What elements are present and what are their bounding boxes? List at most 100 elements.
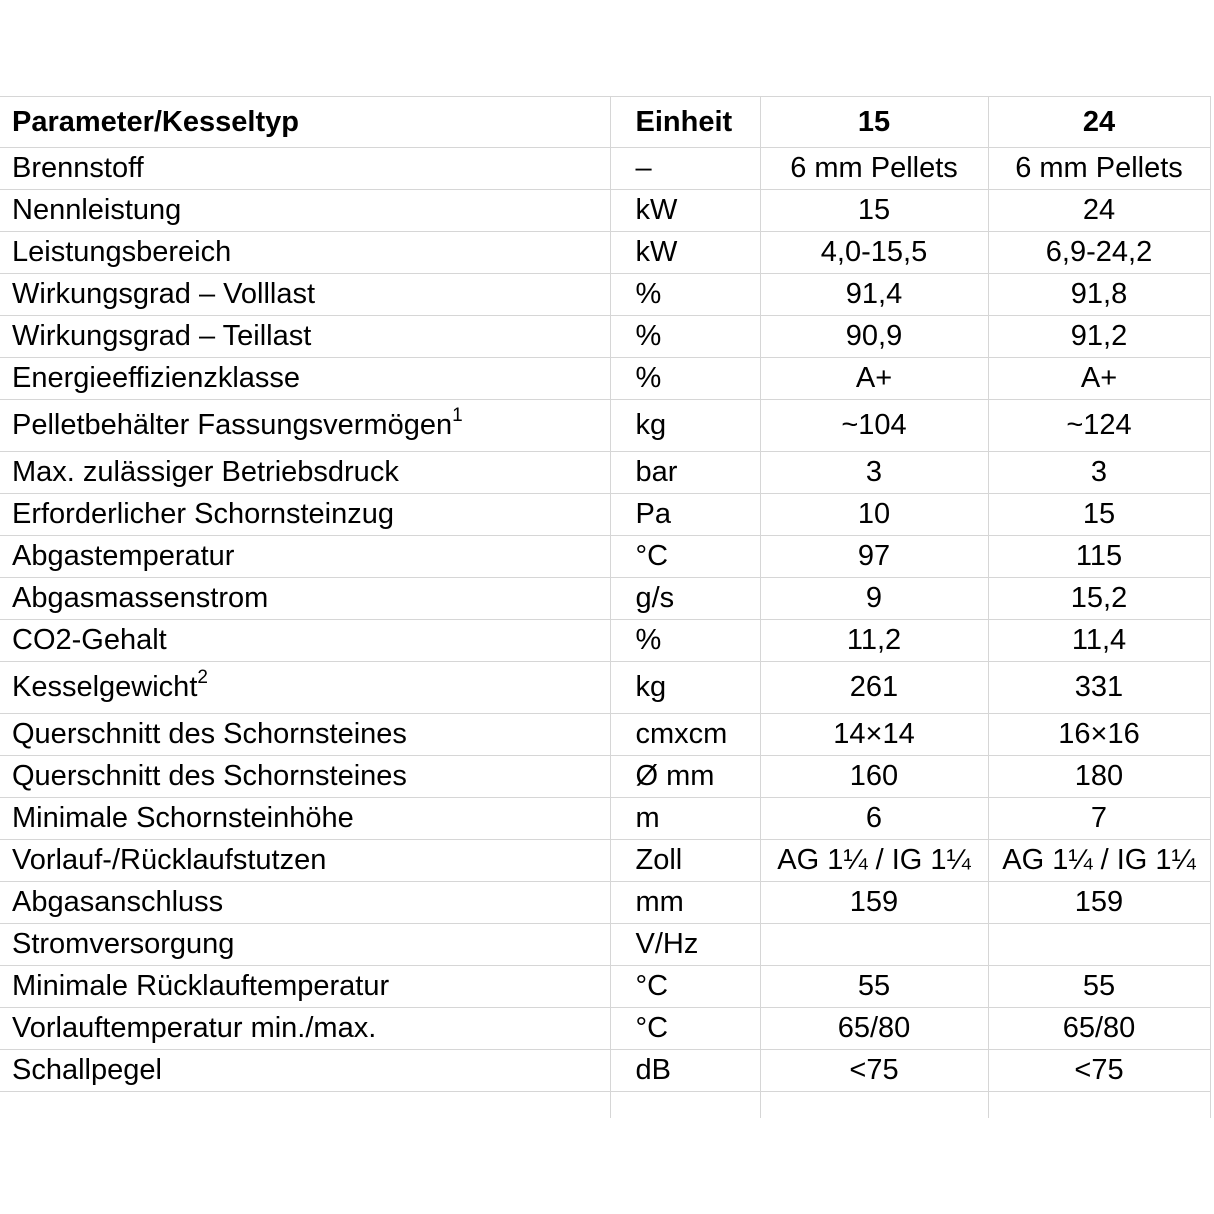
param-label: Brennstoff <box>12 152 144 184</box>
value-24-cell: 159 <box>987 881 1211 924</box>
value-15-cell: 3 <box>759 451 988 494</box>
value-15-cell: 97 <box>759 535 988 578</box>
param-cell: Querschnitt des Schornsteines <box>0 755 610 798</box>
param-label: Minimale Rücklauftemperatur <box>12 970 390 1002</box>
value-15-cell: 160 <box>759 755 988 798</box>
table-row: Querschnitt des Schornsteines Ø mm 160 1… <box>0 755 1211 798</box>
value-15-cell: 11,2 <box>759 619 988 662</box>
value-24-cell <box>987 923 1211 966</box>
value-15-cell: AG 1¼ / IG 1¼ <box>759 839 988 882</box>
param-cell: Abgasmassenstrom <box>0 577 610 620</box>
spec-sheet: Parameter/Kesseltyp Einheit 15 24 Brenns… <box>0 96 1211 1118</box>
param-label: Energieeffizienzklasse <box>12 362 301 394</box>
unit-cell: °C <box>609 965 760 1008</box>
unit-cell: m <box>609 797 760 840</box>
param-cell: Leistungsbereich <box>0 231 610 274</box>
value-24-cell: 91,8 <box>987 273 1211 316</box>
param-label: Wirkungsgrad – Teillast <box>12 320 312 352</box>
table-row: Stromversorgung V/Hz <box>0 923 1211 966</box>
value-15-cell: 14×14 <box>759 713 988 756</box>
header-model-24: 24 <box>987 96 1211 148</box>
param-cell: Erforderlicher Schornsteinzug <box>0 493 610 536</box>
value-15-cell: 9 <box>759 577 988 620</box>
unit-cell: kW <box>609 231 760 274</box>
unit-cell: kg <box>609 399 760 452</box>
unit-cell: Ø mm <box>609 755 760 798</box>
header-model-15: 15 <box>759 96 988 148</box>
value-15-cell: 15 <box>759 189 988 232</box>
header-row: Parameter/Kesseltyp Einheit 15 24 <box>0 96 1211 148</box>
value-15-cell: 159 <box>759 881 988 924</box>
table-row: CO2-Gehalt % 11,2 11,4 <box>0 619 1211 662</box>
table-row: Energieeffizienzklasse % A+ A+ <box>0 357 1211 400</box>
param-label: Stromversorgung <box>12 928 235 960</box>
header-parameter: Parameter/Kesseltyp <box>0 96 610 148</box>
param-cell: Stromversorgung <box>0 923 610 966</box>
table-row: Brennstoff – 6 mm Pellets 6 mm Pellets <box>0 147 1211 190</box>
value-15-cell: 4,0-15,5 <box>759 231 988 274</box>
param-cell: Querschnitt des Schornsteines <box>0 713 610 756</box>
param-label: Abgasmassenstrom <box>12 582 269 614</box>
unit-cell: cmxcm <box>609 713 760 756</box>
value-24-cell: 3 <box>987 451 1211 494</box>
table-header: Parameter/Kesseltyp Einheit 15 24 <box>0 96 1211 148</box>
table-row: Erforderlicher Schornsteinzug Pa 10 15 <box>0 493 1211 536</box>
value-24-cell: 7 <box>987 797 1211 840</box>
param-label: Nennleistung <box>12 194 182 226</box>
value-15-cell: 261 <box>759 661 988 714</box>
param-cell: Schallpegel <box>0 1049 610 1092</box>
unit-cell: °C <box>609 535 760 578</box>
unit-cell: bar <box>609 451 760 494</box>
value-15-cell: 90,9 <box>759 315 988 358</box>
value-24-cell: ~124 <box>987 399 1211 452</box>
table-row: Minimale Rücklauftemperatur °C 55 55 <box>0 965 1211 1008</box>
value-15-cell: 6 <box>759 797 988 840</box>
param-label: Vorlauftemperatur min./max. <box>12 1012 377 1044</box>
value-15-cell <box>759 923 988 966</box>
table-row: Leistungsbereich kW 4,0-15,5 6,9-24,2 <box>0 231 1211 274</box>
table-body: Brennstoff – 6 mm Pellets 6 mm Pellets N… <box>0 147 1211 1118</box>
unit-cell: % <box>609 315 760 358</box>
value-24-cell: <75 <box>987 1049 1211 1092</box>
param-label: Max. zulässiger Betriebsdruck <box>12 456 399 488</box>
value-15-cell: 10 <box>759 493 988 536</box>
unit-cell <box>609 1091 760 1118</box>
param-cell: Max. zulässiger Betriebsdruck <box>0 451 610 494</box>
table-row: Pelletbehälter Fassungsvermögen1 kg ~104… <box>0 399 1211 452</box>
param-cell: Kesselgewicht2 <box>0 661 610 714</box>
param-cell: Wirkungsgrad – Volllast <box>0 273 610 316</box>
value-15-cell: 55 <box>759 965 988 1008</box>
param-cell: Energieeffizienzklasse <box>0 357 610 400</box>
param-label: Wirkungsgrad – Volllast <box>12 278 316 310</box>
value-15-cell: A+ <box>759 357 988 400</box>
param-label: Erforderlicher Schornsteinzug <box>12 498 395 530</box>
param-cell: Vorlauftemperatur min./max. <box>0 1007 610 1050</box>
value-15-cell: <75 <box>759 1049 988 1092</box>
table-row: Wirkungsgrad – Teillast % 90,9 91,2 <box>0 315 1211 358</box>
param-cell: Brennstoff <box>0 147 610 190</box>
value-24-cell <box>987 1091 1211 1118</box>
param-cell: Minimale Schornsteinhöhe <box>0 797 610 840</box>
table-row: Vorlauf-/Rücklaufstutzen Zoll AG 1¼ / IG… <box>0 839 1211 882</box>
param-label: CO2-Gehalt <box>12 624 167 656</box>
unit-cell: kW <box>609 189 760 232</box>
partial-empty-row <box>0 1091 1211 1118</box>
unit-cell: – <box>609 147 760 190</box>
table-row: Minimale Schornsteinhöhe m 6 7 <box>0 797 1211 840</box>
table-row: Nennleistung kW 15 24 <box>0 189 1211 232</box>
unit-cell: mm <box>609 881 760 924</box>
param-cell: Minimale Rücklauftemperatur <box>0 965 610 1008</box>
table-row: Wirkungsgrad – Volllast % 91,4 91,8 <box>0 273 1211 316</box>
value-24-cell: 91,2 <box>987 315 1211 358</box>
param-cell: Abgasanschluss <box>0 881 610 924</box>
param-label: Querschnitt des Schornsteines <box>12 760 407 792</box>
value-15-cell <box>759 1091 988 1118</box>
unit-cell: kg <box>609 661 760 714</box>
param-cell <box>0 1092 610 1118</box>
value-15-cell: ~104 <box>759 399 988 452</box>
param-cell: Vorlauf-/Rücklaufstutzen <box>0 839 610 882</box>
table-row: Vorlauftemperatur min./max. °C 65/80 65/… <box>0 1007 1211 1050</box>
table-row: Abgasanschluss mm 159 159 <box>0 881 1211 924</box>
value-24-cell: 6 mm Pellets <box>987 147 1211 190</box>
